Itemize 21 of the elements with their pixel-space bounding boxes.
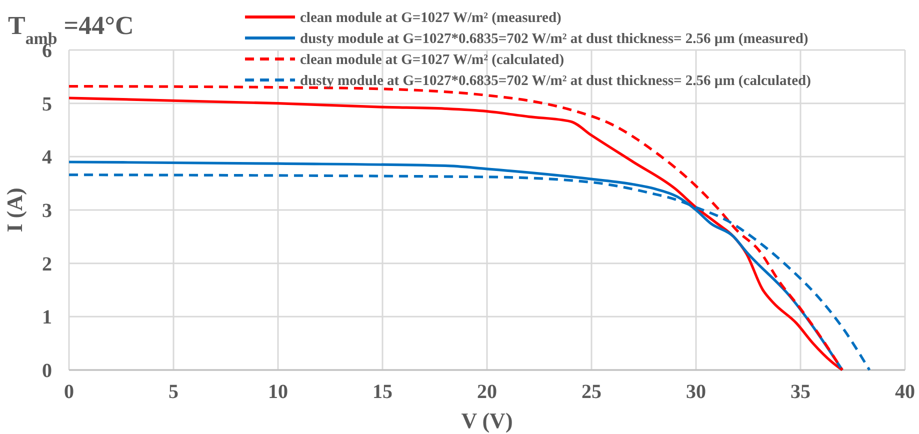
y-tick-label: 0 <box>42 360 52 382</box>
x-tick-label: 35 <box>790 381 810 403</box>
y-tick-label: 4 <box>42 146 52 169</box>
legend-label: dusty module at G=1027*0.6835=702 W/m² at dust thickness= 2.56 µm (measured) <box>300 31 808 47</box>
y-tick-label: 1 <box>42 306 52 329</box>
y-tick-label: 5 <box>42 93 52 116</box>
x-tick-label: 30 <box>686 381 706 403</box>
y-axis-title: I (A) <box>2 188 27 232</box>
x-tick-label: 25 <box>582 381 602 403</box>
x-tick-label: 0 <box>64 381 74 403</box>
x-tick-label: 20 <box>477 381 497 403</box>
x-tick-label: 40 <box>895 381 915 403</box>
legend-label: clean module at G=1027 W/m² (calculated) <box>300 52 564 68</box>
x-tick-label: 10 <box>268 381 288 403</box>
x-axis-title: V (V) <box>461 408 513 433</box>
x-tick-label: 5 <box>168 381 178 403</box>
y-tick-label: 2 <box>42 253 52 276</box>
legend-label: dusty module at G=1027*0.6835=702 W/m² at dust thickness= 2.56 µm (calculated) <box>300 73 812 89</box>
x-tick-label: 15 <box>372 381 392 403</box>
y-tick-label: 3 <box>42 200 52 222</box>
legend-label: clean module at G=1027 W/m² (measured) <box>300 10 562 26</box>
